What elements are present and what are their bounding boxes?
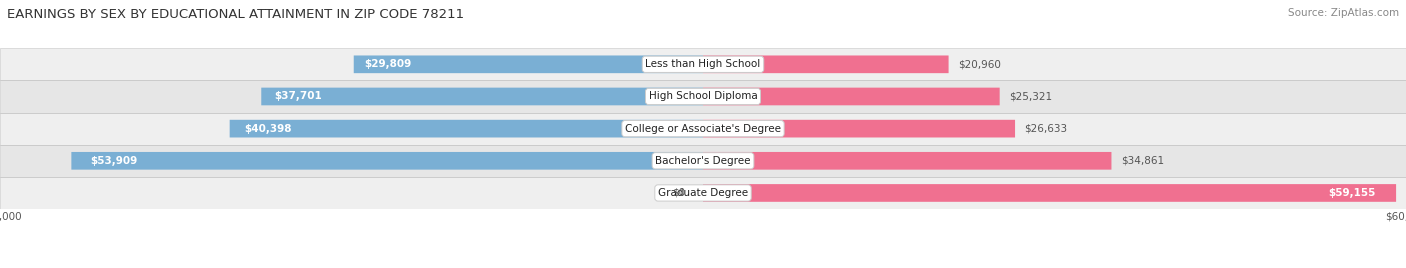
FancyBboxPatch shape [0, 48, 1406, 80]
FancyBboxPatch shape [354, 55, 703, 73]
Text: Bachelor's Degree: Bachelor's Degree [655, 156, 751, 166]
FancyBboxPatch shape [703, 88, 1000, 105]
FancyBboxPatch shape [703, 55, 949, 73]
Text: $34,861: $34,861 [1121, 156, 1164, 166]
Text: $53,909: $53,909 [90, 156, 138, 166]
Text: $25,321: $25,321 [1010, 91, 1052, 102]
Text: Source: ZipAtlas.com: Source: ZipAtlas.com [1288, 8, 1399, 18]
Text: $37,701: $37,701 [274, 91, 322, 102]
Text: $40,398: $40,398 [243, 124, 291, 134]
Text: High School Diploma: High School Diploma [648, 91, 758, 102]
Text: Less than High School: Less than High School [645, 59, 761, 69]
FancyBboxPatch shape [0, 145, 1406, 177]
FancyBboxPatch shape [72, 152, 703, 170]
Text: $59,155: $59,155 [1327, 188, 1375, 198]
FancyBboxPatch shape [703, 152, 1112, 170]
Text: EARNINGS BY SEX BY EDUCATIONAL ATTAINMENT IN ZIP CODE 78211: EARNINGS BY SEX BY EDUCATIONAL ATTAINMEN… [7, 8, 464, 21]
Text: $20,960: $20,960 [957, 59, 1001, 69]
FancyBboxPatch shape [229, 120, 703, 137]
Text: $0: $0 [672, 188, 686, 198]
FancyBboxPatch shape [262, 88, 703, 105]
Text: College or Associate's Degree: College or Associate's Degree [626, 124, 780, 134]
FancyBboxPatch shape [0, 113, 1406, 145]
FancyBboxPatch shape [703, 120, 1015, 137]
Text: Graduate Degree: Graduate Degree [658, 188, 748, 198]
Text: $26,633: $26,633 [1025, 124, 1067, 134]
Text: $29,809: $29,809 [364, 59, 412, 69]
FancyBboxPatch shape [0, 80, 1406, 113]
FancyBboxPatch shape [703, 184, 1396, 202]
FancyBboxPatch shape [0, 177, 1406, 209]
